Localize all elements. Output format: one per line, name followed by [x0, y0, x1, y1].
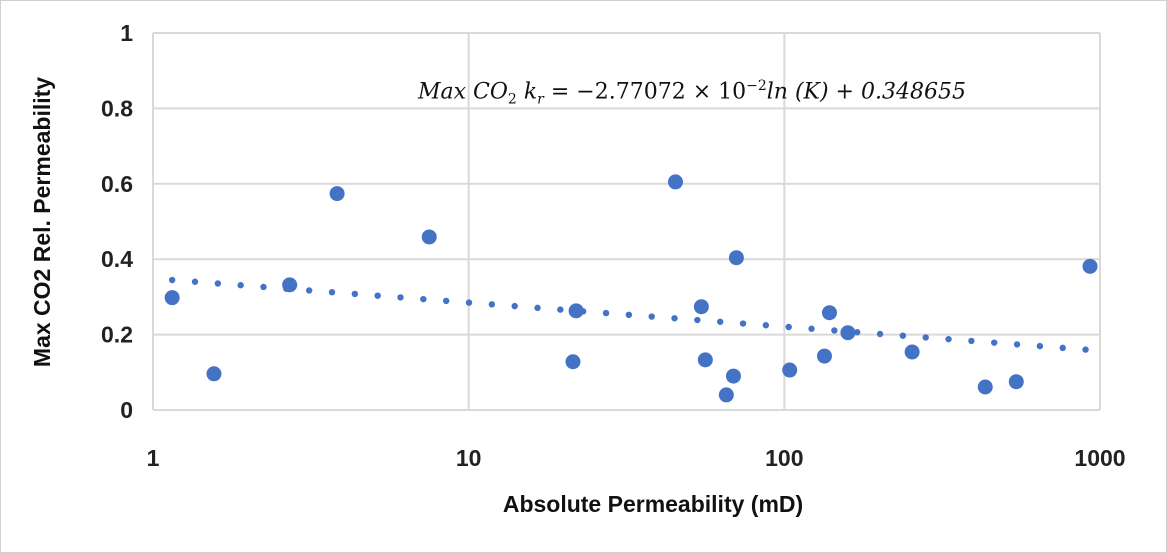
y-tick-label: 0: [120, 397, 133, 423]
data-point: [725, 368, 741, 384]
data-point: [816, 348, 832, 364]
data-point: [1082, 258, 1098, 274]
trendline-dot: [899, 332, 907, 339]
trendline-dot: [397, 294, 404, 301]
x-tick-label: 1000: [1074, 445, 1125, 471]
data-point: [840, 325, 856, 341]
trendline-dot: [968, 337, 975, 345]
data-point: [667, 174, 683, 190]
trendline-equation: Max CO2 kr = −2.77072 × 10−2ln (K) + 0.3…: [418, 78, 966, 108]
trendline-dot: [534, 304, 541, 312]
trendline-dot: [831, 327, 838, 334]
trendline-dot: [876, 330, 884, 338]
trendline-dot: [237, 282, 244, 289]
gridlines: [152, 32, 1101, 411]
trendline-dot: [785, 323, 792, 331]
eq-rest: ln (K) + 0.348655: [766, 79, 966, 105]
trendline-dot: [854, 329, 861, 336]
eq-exp: −2: [746, 78, 767, 94]
data-point: [697, 352, 713, 368]
trendline-dot: [260, 283, 267, 291]
data-point: [282, 277, 298, 293]
trendline-dot: [1036, 342, 1044, 350]
trendline-dot: [808, 325, 815, 332]
data-point: [329, 186, 345, 202]
data-point: [904, 344, 920, 360]
trendline: [168, 276, 1089, 353]
eq-k: k: [516, 79, 538, 105]
data-point: [1008, 374, 1024, 390]
x-axis-label: Absolute Permeability (mD): [503, 491, 803, 517]
trendline-dot: [328, 288, 336, 296]
y-axis-label: Max CO2 Rel. Permeability: [29, 77, 55, 367]
y-tick-label: 0.6: [101, 171, 133, 197]
data-point: [164, 290, 180, 306]
trendline-dot: [739, 320, 747, 327]
trendline-dot: [420, 295, 427, 303]
trendline-dot: [191, 278, 199, 285]
y-tick-label: 0.8: [101, 95, 133, 121]
trendline-dot: [374, 292, 381, 299]
trendline-dot: [305, 287, 313, 294]
trendline-dot: [1082, 346, 1089, 353]
data-point: [718, 387, 734, 403]
trendline-dot: [1059, 344, 1066, 352]
data-point: [782, 362, 798, 378]
trendline-dot: [488, 301, 496, 308]
trendline-dot: [442, 297, 450, 305]
trendline-dot: [465, 299, 473, 306]
trendline-dot: [762, 322, 770, 329]
trendline-dot: [716, 318, 724, 325]
eq-coef: = −2.77072 × 10: [543, 79, 747, 105]
eq-sub: 2: [507, 91, 517, 108]
y-tick-label: 0.2: [101, 322, 133, 348]
data-point: [728, 250, 744, 266]
trendline-dot: [214, 280, 222, 287]
x-tick-label: 10: [456, 445, 482, 471]
x-tick-label: 1: [147, 445, 160, 471]
trendline-dot: [694, 316, 701, 324]
eq-sub-r: r: [537, 91, 544, 108]
data-point: [693, 299, 709, 315]
y-tick-label: 1: [120, 20, 133, 46]
data-point: [821, 305, 837, 321]
trendline-dot: [945, 335, 952, 343]
trendline-dot: [602, 309, 610, 317]
trendline-dot: [511, 302, 518, 310]
data-point: [206, 366, 222, 382]
data-point: [565, 354, 581, 370]
trendline-dot: [625, 311, 633, 319]
eq-lhs: Max CO: [418, 79, 508, 105]
data-points: [164, 174, 1098, 403]
data-point: [421, 229, 437, 245]
trendline-dot: [168, 276, 176, 284]
trendline-dot: [1013, 341, 1021, 348]
trendline-dot: [557, 306, 564, 313]
x-tick-label: 100: [765, 445, 803, 471]
trendline-dot: [991, 339, 998, 346]
tick-labels: 0 0.2 0.4 0.6 0.8 1 1 10 100 1000: [101, 20, 1126, 471]
trendline-dot: [351, 290, 359, 298]
data-point: [977, 379, 993, 395]
trendline-dot: [671, 315, 678, 322]
trendline-dot: [922, 334, 929, 341]
data-point: [568, 303, 584, 319]
y-tick-label: 0.4: [101, 246, 133, 272]
trendline-dot: [648, 313, 655, 320]
